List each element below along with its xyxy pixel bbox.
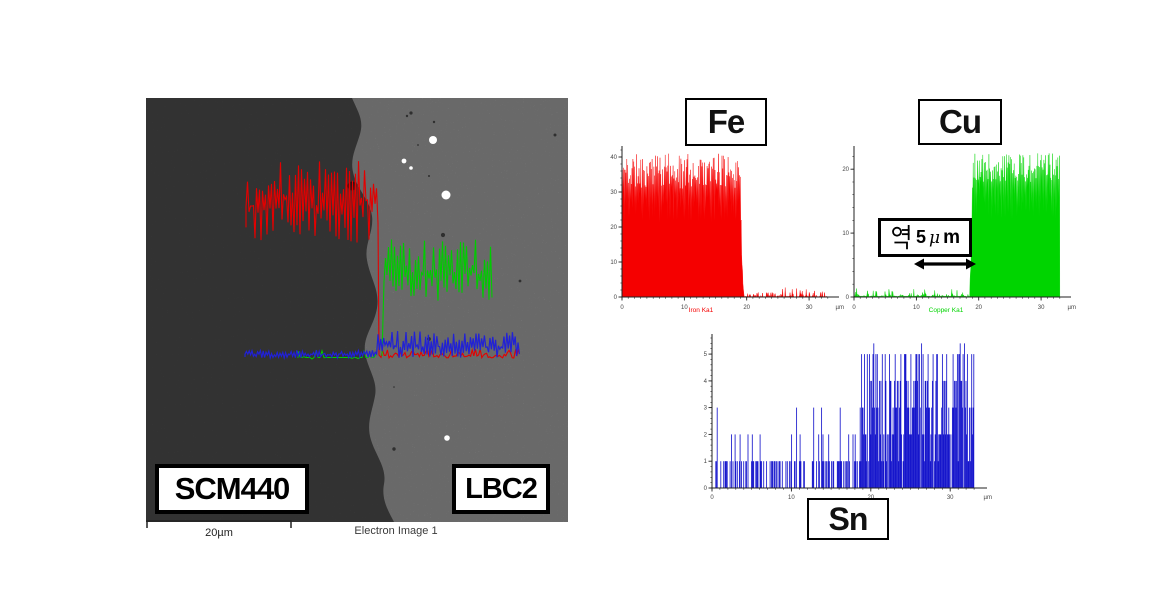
svg-text:30: 30 <box>806 305 813 311</box>
svg-text:10: 10 <box>610 260 617 266</box>
sem-scalebar-strip: 20µm Electron Image 1 <box>146 520 438 539</box>
svg-text:20: 20 <box>610 225 617 231</box>
svg-text:0: 0 <box>846 295 850 301</box>
svg-text:20: 20 <box>842 167 849 173</box>
korean-yak-glyph <box>892 225 910 250</box>
material-label-scm440: SCM440 <box>155 464 309 514</box>
svg-text:Iron Ka1: Iron Ka1 <box>689 307 714 314</box>
sem-dark-specks <box>392 111 557 472</box>
svg-text:0: 0 <box>704 486 708 492</box>
svg-text:3: 3 <box>704 406 708 412</box>
sem-micrograph-image <box>146 98 568 522</box>
svg-text:10: 10 <box>788 495 795 501</box>
chart-title-cu: Cu <box>918 99 1002 145</box>
sn-linescan-chart: 0123450102030µm <box>704 334 992 501</box>
svg-text:0: 0 <box>614 295 618 301</box>
svg-text:10: 10 <box>913 305 920 311</box>
sem-bright-particles <box>401 136 451 441</box>
sem-micrograph: SCM440 LBC2 <box>146 98 568 522</box>
diffusion-width-annotation: 5 μ m <box>878 218 972 257</box>
sem-noise-texture <box>146 98 568 522</box>
annotation-unit-mu: μ <box>929 227 941 248</box>
svg-text:µm: µm <box>836 305 844 311</box>
svg-text:4: 4 <box>704 379 708 385</box>
svg-text:1: 1 <box>704 459 708 465</box>
svg-text:40: 40 <box>610 155 617 161</box>
sem-linescan-overlay <box>244 161 520 361</box>
svg-text:0: 0 <box>620 305 624 311</box>
material-label-lbc2: LBC2 <box>452 464 550 514</box>
svg-text:30: 30 <box>1038 305 1045 311</box>
annotation-unit-m: m <box>943 226 960 248</box>
svg-text:10: 10 <box>681 305 688 311</box>
chart-title-sn: Sn <box>807 498 889 540</box>
scalebar-bracket <box>146 520 292 528</box>
svg-text:0: 0 <box>710 495 714 501</box>
scalebar-label: 20µm <box>205 527 233 539</box>
svg-text:30: 30 <box>610 190 617 196</box>
svg-text:10: 10 <box>842 231 849 237</box>
chart-title-fe: Fe <box>685 98 767 146</box>
svg-text:2: 2 <box>704 432 708 438</box>
svg-text:5: 5 <box>704 352 708 358</box>
annotation-value: 5 <box>916 227 927 247</box>
svg-text:µm: µm <box>1068 305 1076 311</box>
svg-text:30: 30 <box>947 495 954 501</box>
svg-text:20: 20 <box>743 305 750 311</box>
fe-linescan-chart: 0 10 20 30 40 0 10 20 30 µm Iron Ka1 <box>610 146 844 314</box>
svg-text:µm: µm <box>984 495 992 501</box>
svg-text:20: 20 <box>975 305 982 311</box>
cu-linescan-chart: 0 10 20 0 10 20 30 µm Copper Ka1 <box>842 146 1076 314</box>
svg-text:0: 0 <box>852 305 856 311</box>
double-arrow-icon <box>914 258 976 270</box>
svg-text:Copper Ka1: Copper Ka1 <box>929 307 964 314</box>
electron-image-caption: Electron Image 1 <box>354 525 437 537</box>
